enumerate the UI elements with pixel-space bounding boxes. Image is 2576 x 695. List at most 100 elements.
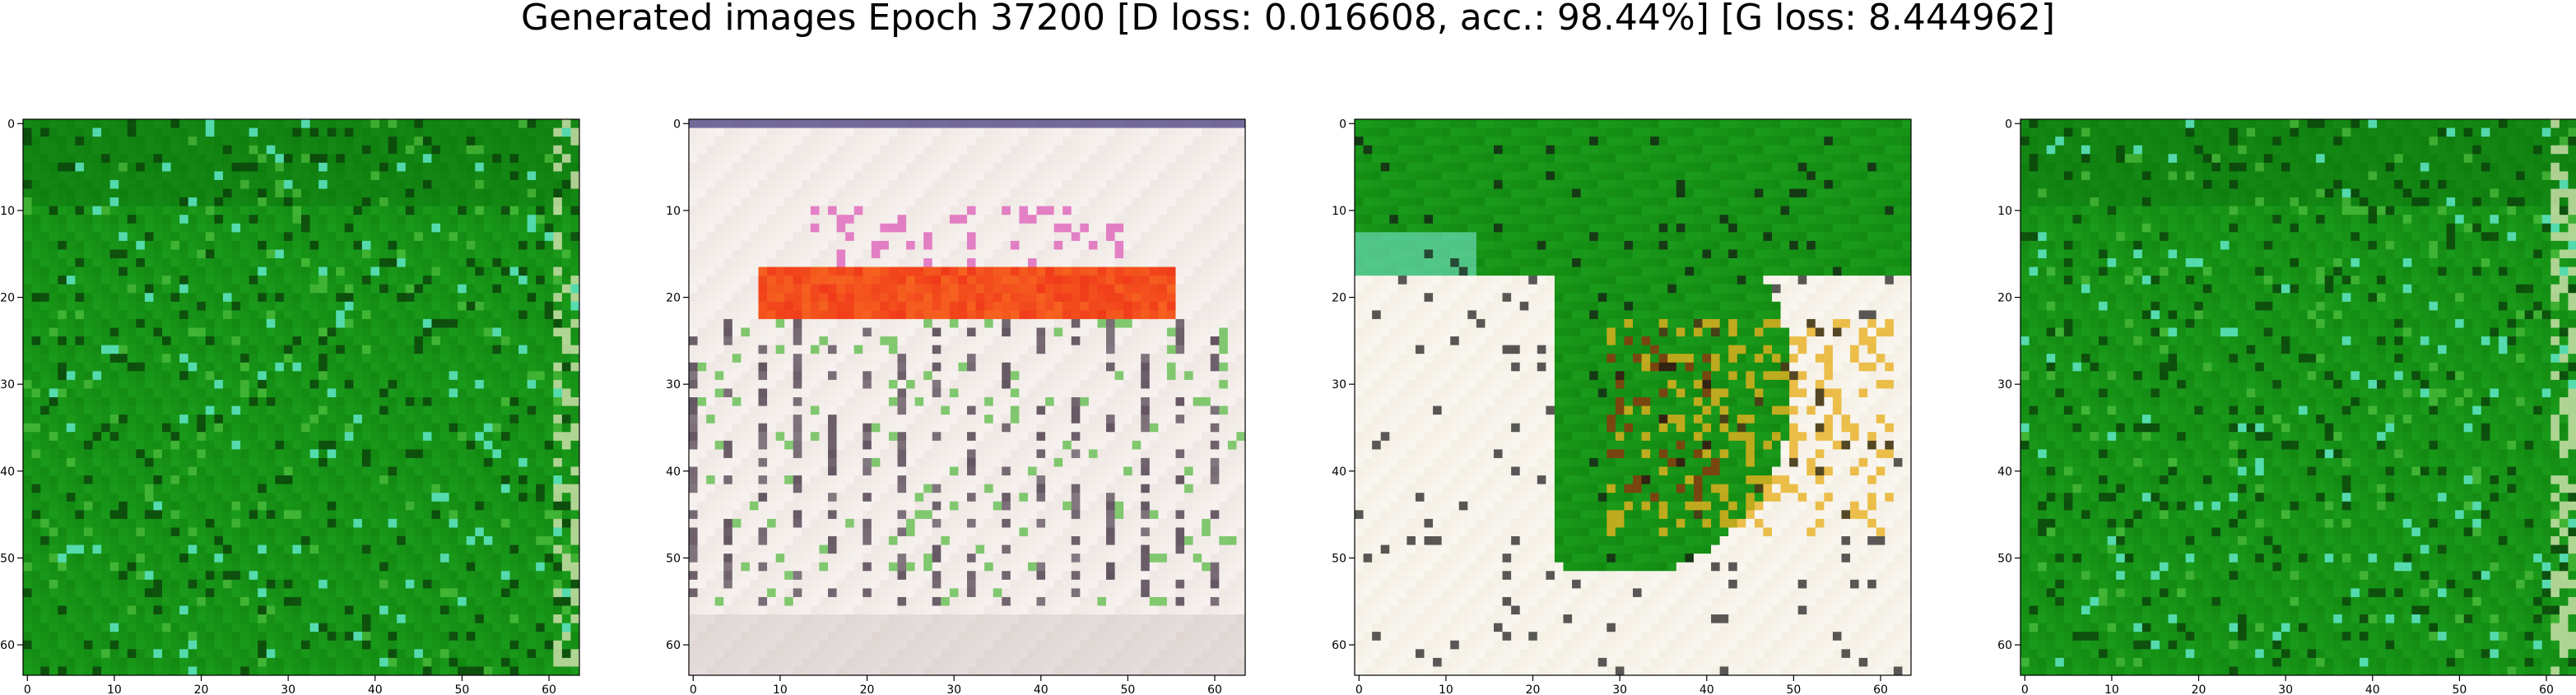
image-pixel bbox=[388, 623, 398, 632]
image-pixel bbox=[422, 301, 432, 311]
image-pixel bbox=[449, 336, 458, 346]
image-pixel bbox=[170, 137, 180, 146]
image-pixel bbox=[153, 554, 163, 563]
image-pixel bbox=[414, 179, 424, 189]
image-pixel bbox=[949, 223, 959, 233]
image-pixel bbox=[301, 397, 310, 406]
x-tick-label: 50 bbox=[454, 683, 469, 695]
image-pixel bbox=[266, 397, 276, 406]
image-pixel bbox=[101, 119, 111, 128]
image-pixel bbox=[1027, 215, 1037, 225]
image-pixel bbox=[249, 544, 258, 554]
image-pixel bbox=[527, 623, 537, 632]
image-pixel bbox=[466, 354, 476, 364]
image-pixel bbox=[361, 596, 371, 606]
image-pixel bbox=[170, 632, 180, 642]
image-pixel bbox=[828, 206, 837, 215]
image-pixel bbox=[353, 171, 363, 181]
image-pixel bbox=[83, 388, 93, 398]
image-pixel bbox=[92, 605, 102, 615]
image-pixel bbox=[440, 336, 449, 346]
image-pixel bbox=[136, 397, 146, 406]
image-pixel bbox=[301, 354, 310, 364]
image-pixel bbox=[170, 649, 180, 659]
image-pixel bbox=[188, 318, 198, 328]
image-pixel bbox=[388, 527, 398, 537]
image-pixel bbox=[214, 666, 224, 676]
image-pixel bbox=[458, 362, 467, 372]
image-pixel bbox=[275, 345, 285, 354]
image-pixel bbox=[292, 223, 302, 233]
image-pixel bbox=[240, 440, 250, 450]
image-pixel bbox=[500, 318, 510, 328]
image-pixel bbox=[1106, 197, 1115, 207]
image-pixel bbox=[483, 405, 493, 415]
image-pixel bbox=[31, 206, 41, 215]
image-pixel bbox=[127, 466, 137, 476]
image-pixel bbox=[475, 666, 485, 676]
image-pixel bbox=[518, 371, 528, 381]
image-pixel bbox=[231, 588, 241, 598]
image-pixel bbox=[101, 457, 111, 467]
image-pixel bbox=[31, 544, 41, 554]
image-pixel bbox=[162, 579, 171, 589]
image-pixel bbox=[266, 327, 276, 337]
image-pixel bbox=[370, 188, 380, 198]
image-pixel bbox=[706, 188, 716, 198]
image-pixel bbox=[767, 206, 777, 215]
image-pixel bbox=[1071, 127, 1081, 137]
image-pixel bbox=[353, 579, 363, 589]
image-pixel bbox=[162, 415, 171, 424]
image-pixel bbox=[292, 188, 302, 198]
image-pixel bbox=[1149, 171, 1159, 181]
image-pixel bbox=[958, 223, 968, 233]
image-pixel bbox=[405, 258, 415, 267]
image-pixel bbox=[475, 293, 485, 303]
image-pixel bbox=[431, 449, 441, 459]
image-pixel bbox=[188, 475, 198, 485]
image-pixel bbox=[767, 197, 777, 207]
image-pixel bbox=[144, 145, 154, 155]
image-pixel bbox=[361, 666, 371, 676]
image-pixel bbox=[75, 596, 85, 606]
image-pixel bbox=[967, 223, 976, 233]
image-pixel bbox=[222, 354, 232, 364]
image-pixel bbox=[405, 657, 415, 667]
image-pixel bbox=[119, 284, 128, 294]
image-pixel bbox=[1175, 162, 1185, 172]
image-pixel bbox=[31, 354, 41, 364]
image-pixel bbox=[732, 223, 742, 233]
image-pixel bbox=[214, 276, 224, 285]
image-pixel bbox=[83, 657, 93, 667]
image-pixel bbox=[784, 171, 794, 181]
image-pixel bbox=[275, 657, 285, 667]
image-pixel bbox=[179, 127, 189, 137]
image-pixel bbox=[871, 154, 881, 164]
image-pixel bbox=[466, 632, 476, 642]
image-pixel bbox=[214, 215, 224, 225]
image-pixel bbox=[397, 293, 407, 303]
image-pixel bbox=[66, 623, 76, 632]
image-pixel bbox=[431, 284, 441, 294]
image-pixel bbox=[500, 501, 510, 511]
image-pixel bbox=[205, 596, 215, 606]
image-pixel bbox=[483, 484, 493, 493]
image-pixel bbox=[509, 284, 519, 294]
image-pixel bbox=[222, 623, 232, 632]
image-pixel bbox=[136, 623, 146, 632]
image-pixel bbox=[536, 223, 546, 233]
image-pixel bbox=[83, 475, 93, 485]
image-pixel bbox=[197, 632, 207, 642]
image-pixel bbox=[1175, 179, 1185, 189]
image-pixel bbox=[292, 657, 302, 667]
image-pixel bbox=[527, 127, 537, 137]
image-pixel bbox=[344, 171, 354, 181]
image-pixel bbox=[749, 206, 759, 215]
image-pixel bbox=[144, 388, 154, 398]
image-pixel bbox=[127, 588, 137, 598]
image-pixel bbox=[144, 475, 154, 485]
image-pixel bbox=[379, 397, 389, 406]
image-pixel bbox=[222, 449, 232, 459]
image-pixel bbox=[92, 327, 102, 337]
image-pixel bbox=[845, 179, 855, 189]
